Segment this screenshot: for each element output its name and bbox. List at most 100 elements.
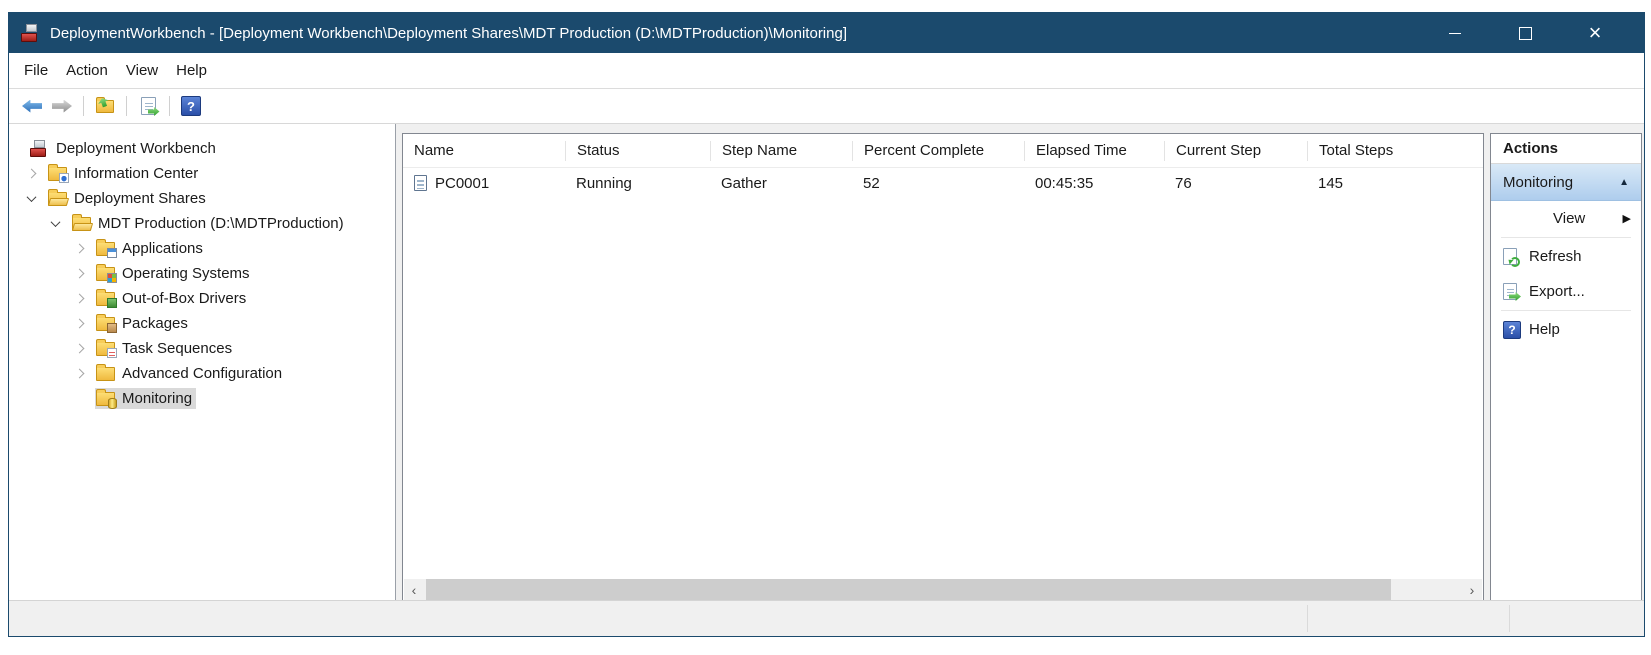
column-header-step-name[interactable]: Step Name [710,140,852,161]
console-tree-pane: Deployment Workbench Information Center … [9,124,396,600]
up-one-level-button[interactable] [92,93,118,119]
chevron-down-icon [50,217,61,228]
package-box-overlay-icon [107,322,117,333]
chevron-down-icon [26,192,37,203]
tree-item-label: Applications [122,240,203,257]
menu-item-help[interactable]: Help [176,62,207,79]
tree-item-packages[interactable]: Packages [9,311,395,336]
collapse-group-icon[interactable]: ▲ [1619,176,1629,188]
actions-header: Actions [1491,134,1641,164]
column-header-name[interactable]: Name [414,142,455,159]
toolbar-separator [126,96,127,116]
database-cylinder-overlay-icon [108,397,117,409]
tree-item-label: Packages [122,315,188,332]
column-header-total-steps[interactable]: Total Steps [1307,140,1483,161]
chevron-right-icon [26,168,37,179]
tree-item-advanced-configuration[interactable]: Advanced Configuration [9,361,395,386]
forward-button[interactable] [49,93,75,119]
tree-item-label: Deployment Shares [74,190,206,207]
selected-tree-item[interactable]: Monitoring [95,388,197,409]
action-help-label: Help [1529,321,1560,338]
folder-open-icon [72,213,91,231]
minimize-button[interactable] [1420,13,1490,53]
cell-name: PC0001 [403,175,565,192]
folder-drivers-icon [96,288,117,308]
column-header-current-step[interactable]: Current Step [1164,140,1307,161]
action-refresh-label: Refresh [1529,248,1582,265]
actions-divider [1501,310,1631,311]
tree-item-label: Out-of-Box Drivers [122,290,247,307]
tree-item-label: Advanced Configuration [122,365,283,382]
menu-item-file[interactable]: File [24,62,49,79]
expand-toggle[interactable] [71,368,95,379]
maximize-button[interactable] [1490,13,1560,53]
action-item-export[interactable]: Export... [1491,274,1641,309]
help-icon: ? [1503,320,1521,339]
tree-item-task-sequences[interactable]: Task Sequences [9,336,395,361]
tree-item-out-of-box-drivers[interactable]: Out-of-Box Drivers [9,286,395,311]
tree-item-mdt-production[interactable]: MDT Production (D:\MDTProduction) [9,211,395,236]
horizontal-scrollbar[interactable]: ‹ › [404,579,1482,600]
tree-item-deployment-shares[interactable]: Deployment Shares [9,186,395,211]
cell-step-name: Gather [721,174,767,192]
toolbar-separator [83,96,84,116]
chevron-right-icon [74,343,85,354]
scrollbar-thumb[interactable] [426,579,1392,600]
expand-toggle[interactable] [71,293,95,304]
folder-plain-icon [96,363,115,381]
window-controls: × [1420,13,1630,53]
export-list-button[interactable] [135,93,161,119]
tree-item-monitoring[interactable]: Monitoring [9,386,395,411]
up-arrow-icon [97,96,110,108]
expand-toggle[interactable] [23,168,47,179]
tree-item-applications[interactable]: Applications [9,236,395,261]
scroll-left-button[interactable]: ‹ [411,581,417,598]
folder-os-icon [96,263,117,283]
cell-current-step: 76 [1175,174,1192,192]
tree-item-operating-systems[interactable]: Operating Systems [9,261,395,286]
app-toolbox-icon [21,24,41,42]
content-area: Deployment Workbench Information Center … [9,124,1644,600]
back-arrow-icon [22,99,42,113]
window-title: DeploymentWorkbench - [Deployment Workbe… [50,24,847,42]
column-header-percent-complete[interactable]: Percent Complete [852,140,1024,161]
workbench-icon [30,140,49,157]
tree-item-deployment-workbench[interactable]: Deployment Workbench [9,136,395,161]
scroll-right-button[interactable]: › [1469,581,1475,598]
collapse-toggle[interactable] [23,192,47,203]
expand-toggle[interactable] [71,268,95,279]
expand-toggle[interactable] [71,318,95,329]
menu-item-view[interactable]: View [125,62,159,79]
column-header-status[interactable]: Status [565,140,710,161]
expand-toggle[interactable] [71,343,95,354]
close-button[interactable]: × [1560,13,1630,53]
info-overlay-icon [59,172,69,183]
action-item-view[interactable]: View ▶ [1491,201,1641,236]
tree-item-label: Monitoring [122,390,193,407]
menu-item-action[interactable]: Action [66,62,108,79]
close-icon: × [1588,20,1602,45]
help-icon: ? [181,96,201,116]
application-overlay-icon [107,247,117,258]
action-view-label: View [1553,210,1586,227]
folder-applications-icon [96,238,117,258]
tree-item-label: Deployment Workbench [56,140,216,157]
column-header-elapsed-time[interactable]: Elapsed Time [1024,140,1164,161]
export-arrow-icon [1509,292,1521,301]
folder-monitoring-icon [96,388,117,409]
collapse-toggle[interactable] [47,217,71,228]
help-button[interactable]: ? [178,93,204,119]
expand-toggle[interactable] [71,243,95,254]
windows-logo-overlay-icon [107,272,117,283]
tree-item-information-center[interactable]: Information Center [9,161,395,186]
actions-group-monitoring[interactable]: Monitoring ▲ [1491,164,1641,201]
list-row-pc0001[interactable]: PC0001 Running Gather 52 00:45:35 76 145 [403,168,1483,198]
scrollbar-track[interactable] [424,579,1462,600]
action-item-help[interactable]: ? Help [1491,312,1641,347]
action-item-refresh[interactable]: Refresh [1491,239,1641,274]
task-list-overlay-icon [107,347,117,358]
export-list-icon [140,97,160,116]
actions-group-label: Monitoring [1503,173,1574,191]
back-button[interactable] [19,93,45,119]
minimize-icon [1449,32,1461,34]
